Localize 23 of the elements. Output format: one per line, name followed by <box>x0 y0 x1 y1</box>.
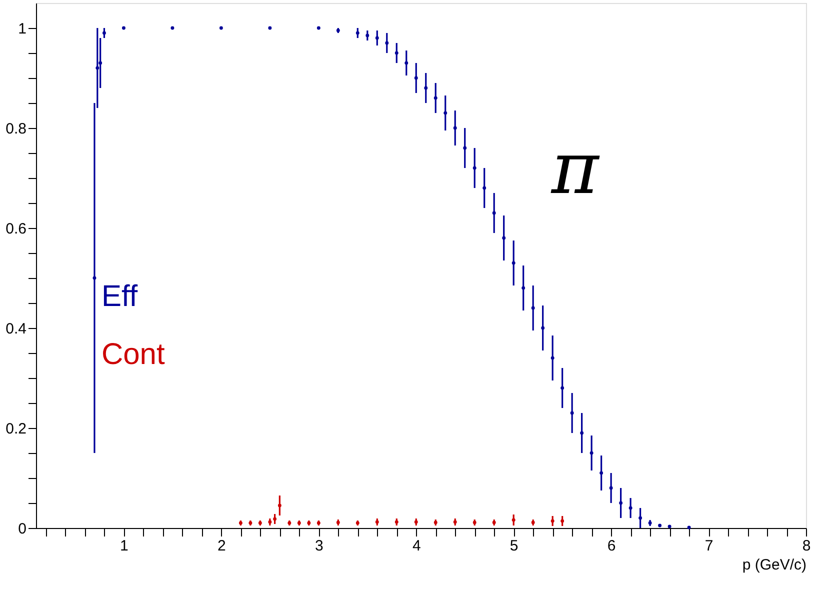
point <box>512 518 516 522</box>
x-axis-title: p (GeV/c) <box>742 556 806 574</box>
series-label: Eff <box>101 280 138 313</box>
x-tick-label: 1 <box>120 538 128 554</box>
x-tick-label: 6 <box>607 538 616 554</box>
x-tick-label: 7 <box>704 538 714 554</box>
y-tick-label: 0.4 <box>6 320 26 338</box>
x-tick-label: 8 <box>802 538 811 554</box>
y-tick-label: 1 <box>18 20 26 38</box>
x-tick-label: 2 <box>218 538 226 554</box>
y-tick-label: 0 <box>18 520 26 538</box>
point <box>273 517 277 521</box>
y-tick-label: 0.8 <box>6 120 26 138</box>
y-tick-label: 0.6 <box>6 220 26 238</box>
x-tick-label: 5 <box>510 538 518 554</box>
point <box>550 519 554 523</box>
annotation: π <box>550 126 600 210</box>
x-tick-label: 3 <box>314 538 324 554</box>
point <box>278 504 282 508</box>
x-tick-label: 4 <box>412 538 421 554</box>
point <box>560 519 564 523</box>
y-tick-label: 0.2 <box>6 420 26 438</box>
text: Cont <box>101 338 166 371</box>
